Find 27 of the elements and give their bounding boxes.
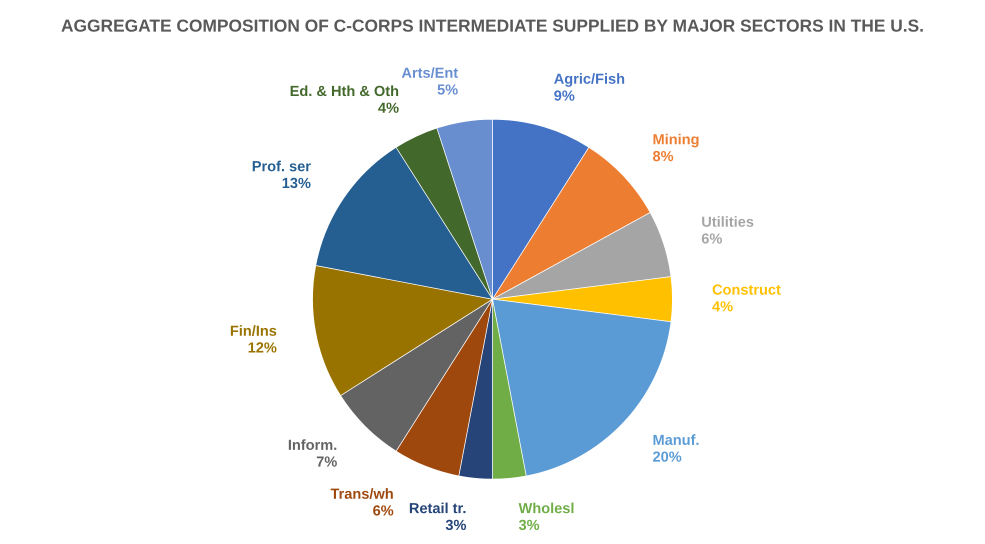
- slice-label: Arts/Ent: [402, 67, 458, 78]
- slice-label: Prof. ser: [252, 160, 311, 172]
- slice-label: Manuf.: [654, 434, 699, 446]
- data-label: 13%: [282, 178, 311, 188]
- slice-label: Fin/Ins: [230, 325, 276, 336]
- data-label: 3%: [518, 520, 540, 530]
- slice-label: Agric/Fish: [554, 73, 624, 87]
- data-label: 20%: [653, 451, 682, 462]
- slice-label: Retail tr.: [410, 502, 466, 514]
- data-label: 7%: [316, 456, 337, 467]
- slice-label: Inform.: [288, 439, 336, 450]
- slice-label: Construct: [712, 284, 781, 295]
- data-label: 12%: [248, 342, 276, 353]
- data-label: 9%: [554, 90, 574, 101]
- slice-label: Ed. & Hth & Oth: [290, 85, 398, 96]
- data-label: 3%: [446, 520, 466, 530]
- data-label: 6%: [373, 505, 394, 516]
- slice-label: Wholesl: [518, 502, 574, 514]
- data-label: 8%: [652, 150, 674, 162]
- data-label: 5%: [438, 84, 458, 95]
- data-label: 6%: [702, 233, 722, 244]
- data-label: 4%: [712, 301, 733, 312]
- chart-title: AGGREGATE COMPOSITION OF C-CORPS INTERMEDIATE SUPPLIED BY MAJOR SECTORS IN THE U.S.: [61, 20, 923, 32]
- data-label: 4%: [378, 102, 399, 113]
- slice-label: Trans/wh: [330, 488, 393, 499]
- slice-label: Mining: [654, 134, 699, 148]
- slice-label: Utilities: [702, 216, 754, 227]
